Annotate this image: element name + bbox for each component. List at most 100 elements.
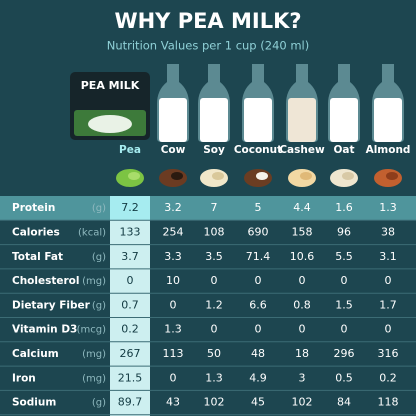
row-name: Cholesterol — [12, 275, 80, 287]
row-unit: (mg) — [82, 349, 106, 360]
cell-value: 0 — [385, 274, 392, 287]
icon-detail — [212, 172, 224, 180]
cell-value: 3.5 — [205, 250, 223, 263]
column-header: Soy — [203, 144, 225, 156]
row-unit: (mg) — [82, 373, 106, 384]
cell-value: 296 — [334, 347, 355, 360]
cell-value: 84 — [337, 396, 351, 409]
row-name: Protein — [12, 202, 55, 214]
cell-value: 1.3 — [164, 323, 182, 336]
column-header: Pea — [119, 144, 141, 156]
row-unit: (g) — [92, 252, 106, 263]
cell-value: 0 — [211, 323, 218, 336]
cell-value: 96 — [337, 225, 351, 238]
column-header: Almond — [366, 144, 411, 156]
cell-value: 102 — [292, 396, 313, 409]
bottle — [372, 64, 404, 142]
cell-value: 1.7 — [379, 298, 397, 311]
cell-value: 1.2 — [205, 298, 223, 311]
cell-value: 5 — [255, 201, 262, 214]
product-label: PEA MILK — [81, 79, 140, 92]
bottle-milk — [330, 98, 358, 142]
pea-column — [110, 196, 150, 416]
icon-detail — [171, 172, 183, 180]
cell-value: 102 — [204, 396, 225, 409]
food-icon — [288, 169, 316, 187]
cell-value: 108 — [204, 225, 225, 238]
highlight-row — [0, 196, 416, 221]
bottle — [242, 64, 274, 142]
cell-value: 0 — [341, 274, 348, 287]
row-unit: (g) — [92, 398, 106, 409]
cell-value: 18 — [295, 347, 309, 360]
cell-value: 0 — [255, 274, 262, 287]
cell-value: 89.7 — [118, 396, 143, 409]
bottle-milk — [200, 98, 228, 142]
cell-value: 0.5 — [335, 371, 353, 384]
cell-value: 0 — [299, 274, 306, 287]
row-name: Iron — [12, 372, 36, 384]
cell-value: 0 — [127, 274, 134, 287]
cell-value: 48 — [251, 347, 265, 360]
cell-value: 690 — [248, 225, 269, 238]
row-unit: (g) — [92, 203, 106, 214]
icon-detail — [256, 172, 268, 180]
food-icon — [200, 169, 228, 187]
cell-value: 10.6 — [290, 250, 315, 263]
cell-value: 3 — [299, 371, 306, 384]
cell-value: 0 — [385, 323, 392, 336]
cell-value: 1.6 — [335, 201, 353, 214]
bottle-milk — [288, 98, 316, 142]
cell-value: 0 — [299, 323, 306, 336]
cell-value: 1.5 — [335, 298, 353, 311]
cell-value: 4.9 — [249, 371, 267, 384]
cell-value: 133 — [120, 225, 141, 238]
column-header: Cow — [161, 144, 186, 156]
cell-value: 43 — [166, 396, 180, 409]
bottle — [157, 64, 189, 142]
cell-value: 4.4 — [293, 201, 311, 214]
highlight-cell — [110, 196, 150, 221]
cell-value: 0 — [211, 274, 218, 287]
row-unit: (mcg) — [77, 325, 106, 336]
cell-value: 3.3 — [164, 250, 182, 263]
cell-value: 0 — [170, 371, 177, 384]
cell-value: 1.3 — [379, 201, 397, 214]
column-header: Cashew — [279, 144, 325, 156]
row-unit: (kcal) — [78, 227, 106, 238]
cell-value: 118 — [378, 396, 399, 409]
row-unit: (g) — [92, 300, 106, 311]
cell-value: 0 — [255, 323, 262, 336]
row-name: Sodium — [12, 397, 56, 409]
icon-detail — [386, 172, 398, 180]
bottle — [198, 64, 230, 142]
cell-value: 0.8 — [293, 298, 311, 311]
icon-detail — [342, 172, 354, 180]
cell-value: 0.7 — [121, 298, 139, 311]
icon-detail — [300, 172, 312, 180]
cell-value: 316 — [378, 347, 399, 360]
cell-value: 6.6 — [249, 298, 267, 311]
cell-value: 0 — [341, 323, 348, 336]
product-pack: PEA MILK — [70, 72, 150, 140]
row-name: Vitamin D3 — [12, 324, 77, 336]
food-icon — [374, 169, 402, 187]
column-header: Oat — [333, 144, 354, 156]
cell-value: 21.5 — [118, 371, 143, 384]
row-name: Dietary Fiber — [12, 299, 91, 311]
food-icon — [244, 169, 272, 187]
cell-value: 3.7 — [121, 250, 139, 263]
subtitle: Nutrition Values per 1 cup (240 ml) — [107, 39, 310, 53]
cell-value: 1.3 — [205, 371, 223, 384]
cell-value: 267 — [120, 347, 141, 360]
row-name: Calories — [12, 226, 60, 238]
icon-detail — [128, 172, 140, 180]
cell-value: 254 — [163, 225, 184, 238]
cell-value: 0.2 — [121, 323, 139, 336]
cell-value: 71.4 — [246, 250, 271, 263]
bottle-milk — [374, 98, 402, 142]
bottle — [286, 64, 318, 142]
bottle — [328, 64, 360, 142]
